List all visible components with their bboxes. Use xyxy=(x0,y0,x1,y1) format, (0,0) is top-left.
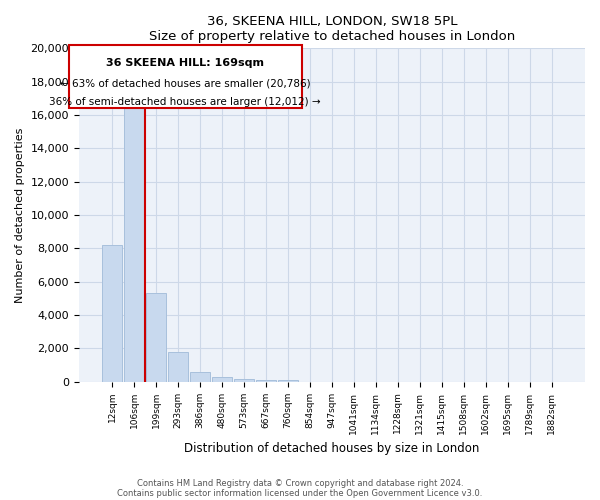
FancyBboxPatch shape xyxy=(69,45,302,108)
Bar xyxy=(256,380,276,382)
Y-axis label: Number of detached properties: Number of detached properties xyxy=(15,128,25,303)
X-axis label: Distribution of detached houses by size in London: Distribution of detached houses by size … xyxy=(184,442,479,455)
Text: Contains public sector information licensed under the Open Government Licence v3: Contains public sector information licen… xyxy=(118,488,482,498)
Text: 36% of semi-detached houses are larger (12,012) →: 36% of semi-detached houses are larger (… xyxy=(49,96,321,106)
Text: ← 63% of detached houses are smaller (20,786): ← 63% of detached houses are smaller (20… xyxy=(60,78,310,88)
Bar xyxy=(190,372,210,382)
Bar xyxy=(102,245,122,382)
Text: Contains HM Land Registry data © Crown copyright and database right 2024.: Contains HM Land Registry data © Crown c… xyxy=(137,478,463,488)
Bar xyxy=(212,377,232,382)
Bar xyxy=(234,380,254,382)
Title: 36, SKEENA HILL, LONDON, SW18 5PL
Size of property relative to detached houses i: 36, SKEENA HILL, LONDON, SW18 5PL Size o… xyxy=(149,15,515,43)
Bar xyxy=(278,380,298,382)
Text: 36 SKEENA HILL: 169sqm: 36 SKEENA HILL: 169sqm xyxy=(106,58,264,68)
Bar xyxy=(146,294,166,382)
Bar xyxy=(124,106,144,382)
Bar xyxy=(168,352,188,382)
